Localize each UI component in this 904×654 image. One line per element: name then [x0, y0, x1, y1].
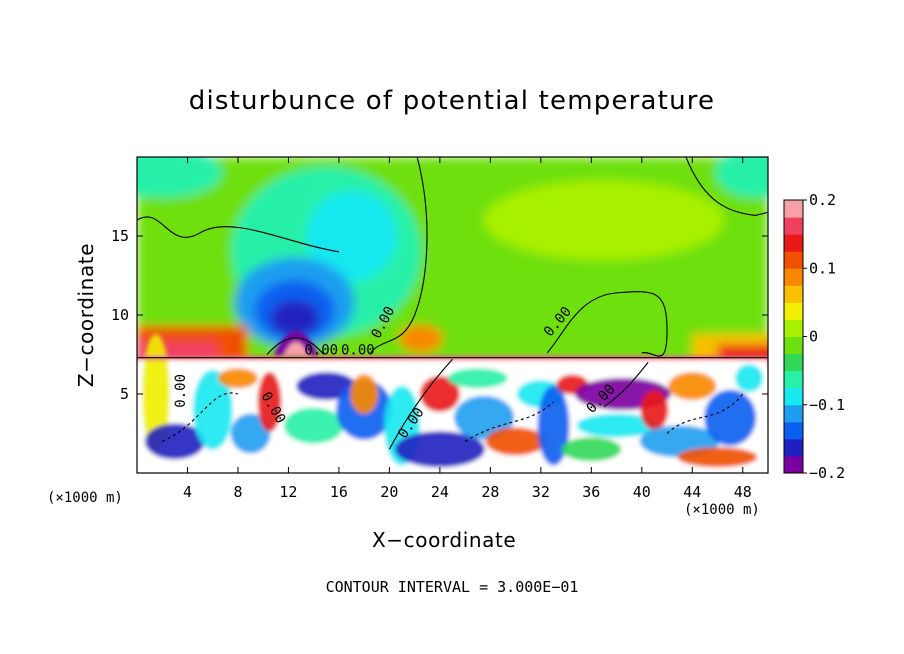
contour-label-3: 0.00 — [341, 343, 375, 359]
colorbar-swatch-4 — [784, 387, 803, 406]
turbulent-cell-4 — [257, 371, 282, 432]
colorbar-swatch-15 — [784, 200, 803, 218]
x-unit-right: (×1000 m) — [684, 502, 760, 518]
contour-lower-diagonal-1 — [388, 358, 453, 450]
turbulent-cell-27 — [217, 368, 258, 389]
x-axis: 4 8 12 16 20 24 28 32 36 40 44 48 — [183, 157, 752, 501]
turbulent-cell-12 — [454, 395, 515, 440]
y-axis-label: Z−coordinate — [74, 242, 98, 388]
turbulent-cell-5 — [283, 407, 344, 444]
warm-blob — [398, 324, 443, 353]
y-tick-label-5: 5 — [120, 385, 129, 403]
contour-interval-note: CONTOUR INTERVAL = 3.000E−01 — [325, 578, 579, 596]
colorbar-label-4: −0.2 — [809, 464, 845, 482]
contour-zero-upper-right — [685, 157, 768, 217]
turbulent-cell-13 — [485, 427, 546, 456]
x-tick-label-44: 44 — [683, 483, 701, 501]
colorbar-swatch-13 — [784, 234, 803, 252]
warm-patch — [483, 180, 724, 261]
chart-title: disturbunce of potential temperature — [188, 86, 716, 116]
turbulent-cell-0 — [141, 334, 170, 454]
contour-lower-dashed-1 — [162, 392, 239, 442]
colorbar: 0.2 0.1 0 −0.1 −0.2 — [783, 191, 845, 482]
colorbar-swatch-5 — [784, 370, 803, 389]
turbulent-cell-19 — [640, 389, 669, 430]
x-axis-label: X−coordinate — [372, 528, 517, 552]
contour-zero-center — [370, 157, 428, 354]
cool-core — [306, 191, 397, 281]
x-tick-label-20: 20 — [380, 483, 398, 501]
temperature-field — [137, 157, 768, 473]
contour-zero-upper-left — [137, 216, 340, 253]
colorbar-swatch-2 — [784, 421, 803, 440]
colorbar-swatch-6 — [784, 353, 803, 372]
contour-lower-dashed-3 — [666, 393, 744, 434]
x-tick-label-16: 16 — [330, 483, 348, 501]
turbulent-cell-10 — [419, 376, 460, 412]
turbulent-cell-21 — [668, 372, 717, 401]
colorbar-swatch-14 — [784, 217, 803, 235]
turbulent-cell-1 — [144, 423, 205, 460]
turbulent-cell-22 — [704, 389, 757, 446]
turbulent-cell-15 — [537, 385, 570, 466]
contour-label-2: 0.00 — [304, 343, 338, 359]
x-unit-left: (×1000 m) — [47, 490, 123, 506]
contour-lower-dashed-2 — [464, 401, 554, 442]
contour-lower-diagonal-2 — [603, 362, 649, 408]
inner-features — [273, 330, 319, 357]
contour-zero-right — [546, 291, 668, 357]
contour-lines — [137, 157, 768, 450]
turbulent-cell-25 — [561, 437, 622, 462]
colorbar-swatch-1 — [784, 438, 803, 457]
cold-ring-3 — [270, 300, 319, 337]
x-tick-label-24: 24 — [431, 483, 449, 501]
x-tick-label-48: 48 — [734, 483, 752, 501]
colorbar-swatch-8 — [784, 319, 803, 337]
x-tick-label-4: 4 — [183, 483, 192, 501]
colorbar-label-1: 0.1 — [809, 259, 836, 277]
colorbar-label-2: 0 — [809, 328, 818, 346]
contour-label-4: 0.00 — [173, 374, 189, 408]
patch-top-left — [137, 157, 223, 198]
colorbar-swatch-0 — [784, 455, 803, 474]
x-tick-label-32: 32 — [532, 483, 550, 501]
colorbar-swatch-11 — [784, 268, 803, 286]
colorbar-swatch-3 — [784, 404, 803, 423]
colorbar-swatch-9 — [784, 302, 803, 320]
y-tick-label-15: 15 — [111, 227, 129, 245]
contour-dome — [266, 337, 325, 355]
y-axis: 5 10 15 — [111, 227, 768, 403]
colorbar-label-0: 0.2 — [809, 191, 836, 209]
turbulent-cell-8 — [350, 374, 379, 414]
colorbar-label-3: −0.1 — [809, 396, 845, 414]
turbulent-cell-2 — [192, 369, 233, 450]
x-tick-label-40: 40 — [633, 483, 651, 501]
colorbar-swatch-10 — [784, 285, 803, 303]
patch-top-right — [715, 157, 768, 198]
turbulent-cell-3 — [230, 413, 271, 454]
dome-top — [283, 341, 309, 357]
x-tick-label-12: 12 — [279, 483, 297, 501]
turbulent-cell-23 — [735, 364, 764, 393]
colorbar-swatch-12 — [784, 251, 803, 269]
turbulent-cell-11 — [394, 431, 485, 468]
x-tick-label-28: 28 — [481, 483, 499, 501]
turbulent-cell-18 — [576, 413, 657, 438]
turbulent-cell-24 — [677, 447, 758, 468]
colorbar-swatch-7 — [784, 336, 803, 355]
lower-field — [137, 334, 768, 473]
x-tick-label-8: 8 — [233, 483, 242, 501]
turbulent-cell-26 — [447, 368, 508, 389]
y-tick-label-10: 10 — [111, 306, 129, 324]
x-tick-label-36: 36 — [582, 483, 600, 501]
upper-field — [137, 157, 768, 362]
